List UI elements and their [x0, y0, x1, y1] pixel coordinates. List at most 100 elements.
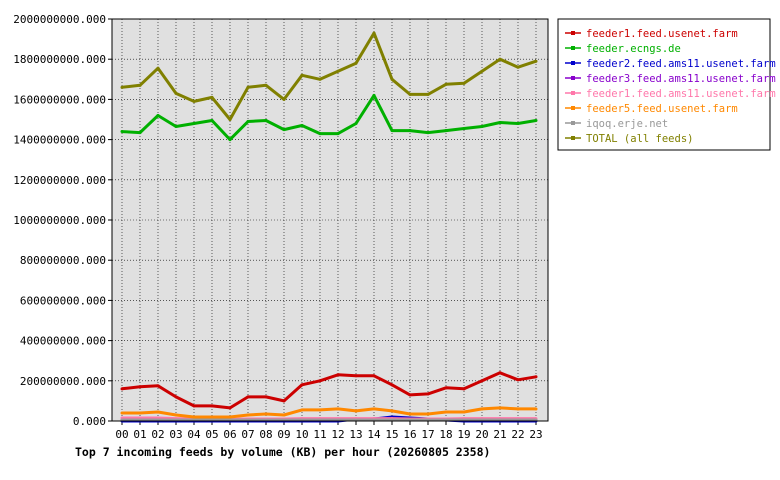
data-point	[264, 83, 268, 87]
data-point	[480, 69, 484, 73]
y-tick-label: 1800000000.000	[13, 53, 106, 66]
x-tick-label: 18	[439, 428, 452, 441]
data-point	[372, 93, 376, 97]
legend-marker	[571, 46, 575, 50]
legend-box	[557, 18, 771, 151]
series-5	[120, 406, 538, 419]
data-point	[480, 407, 484, 411]
legend-item: feeder1.feed.usenet.farm	[565, 28, 738, 40]
y-tick-label: 1400000000.000	[13, 134, 106, 147]
data-point	[318, 77, 322, 81]
x-tick-label: 19	[457, 428, 470, 441]
data-point	[138, 385, 142, 389]
data-point	[354, 409, 358, 413]
legend-marker	[571, 136, 575, 140]
y-tick-label: 1600000000.000	[13, 93, 106, 106]
data-point	[480, 125, 484, 129]
data-point	[138, 83, 142, 87]
data-point	[174, 395, 178, 399]
data-point	[318, 379, 322, 383]
grid-lines	[112, 19, 548, 421]
legend-label: feeder3.feed.ams11.usenet.farm	[586, 73, 776, 85]
data-point	[336, 407, 340, 411]
data-point	[534, 119, 538, 123]
data-point	[192, 415, 196, 419]
data-point	[516, 378, 520, 382]
x-tick-label: 17	[421, 428, 434, 441]
data-point	[390, 129, 394, 133]
data-point	[498, 371, 502, 375]
data-point	[444, 410, 448, 414]
data-point	[354, 374, 358, 378]
data-point	[408, 412, 412, 416]
y-axis-ticks: 0.000 200000000.000 400000000.000 600000000…	[13, 13, 112, 428]
y-tick-label: 600000000.000	[20, 294, 106, 307]
data-point	[228, 138, 232, 142]
data-point	[282, 128, 286, 132]
legend-marker	[571, 31, 575, 35]
legend-marker	[571, 76, 575, 80]
data-point	[444, 129, 448, 133]
y-tick-label: 800000000.000	[20, 254, 106, 267]
data-point	[390, 77, 394, 81]
legend-item: feeder5.feed.usenet.farm	[565, 103, 738, 115]
data-point	[462, 410, 466, 414]
y-tick-label: 400000000.000	[20, 335, 106, 348]
data-point	[210, 95, 214, 99]
data-point	[354, 61, 358, 65]
data-point	[174, 413, 178, 417]
x-tick-label: 02	[151, 428, 164, 441]
data-point	[246, 85, 250, 89]
data-point	[372, 407, 376, 411]
data-point	[318, 132, 322, 136]
data-point	[264, 412, 268, 416]
data-point	[516, 407, 520, 411]
x-tick-label: 12	[331, 428, 344, 441]
data-point	[156, 66, 160, 70]
data-point	[408, 92, 412, 96]
data-point	[462, 127, 466, 131]
x-tick-label: 09	[277, 428, 290, 441]
data-point	[390, 409, 394, 413]
legend-item: TOTAL (all feeds)	[565, 133, 693, 145]
data-point	[210, 415, 214, 419]
x-tick-label: 05	[205, 428, 218, 441]
data-point	[300, 383, 304, 387]
x-tick-label: 14	[367, 428, 381, 441]
legend-label: feeder1.feed.usenet.farm	[586, 28, 738, 40]
legend-marker	[571, 61, 575, 65]
legend-item: feeder3.feed.ams11.usenet.farm	[565, 73, 776, 85]
y-tick-label: 2000000000.000	[13, 13, 106, 26]
data-point	[282, 413, 286, 417]
x-tick-label: 01	[133, 428, 146, 441]
data-point	[156, 410, 160, 414]
data-point	[300, 408, 304, 412]
x-tick-label: 08	[259, 428, 272, 441]
legend: feeder1.feed.usenet.farm feeder.ecngs.de f…	[557, 18, 776, 151]
y-tick-label: 1200000000.000	[13, 174, 106, 187]
data-point	[498, 57, 502, 61]
data-point	[336, 69, 340, 73]
data-point	[462, 387, 466, 391]
data-point	[120, 85, 124, 89]
legend-marker	[571, 106, 575, 110]
data-point	[354, 122, 358, 126]
data-point	[372, 31, 376, 35]
y-tick-label: 200000000.000	[20, 375, 106, 388]
chart-title: Top 7 incoming feeds by volume (KB) per …	[75, 445, 490, 459]
y-tick-label: 0.000	[73, 415, 106, 428]
legend-item: feeder2.feed.ams11.usenet.farm	[565, 58, 776, 70]
data-point	[534, 375, 538, 379]
series-line	[122, 406, 536, 419]
data-point	[120, 387, 124, 391]
x-tick-label: 21	[493, 428, 506, 441]
data-point	[246, 120, 250, 124]
data-point	[426, 92, 430, 96]
series-7	[120, 31, 538, 121]
data-point	[300, 73, 304, 77]
legend-label: iqoq.erje.net	[586, 118, 668, 130]
data-point	[264, 119, 268, 123]
plot-frame	[111, 18, 549, 422]
data-point	[246, 395, 250, 399]
data-point	[156, 113, 160, 117]
